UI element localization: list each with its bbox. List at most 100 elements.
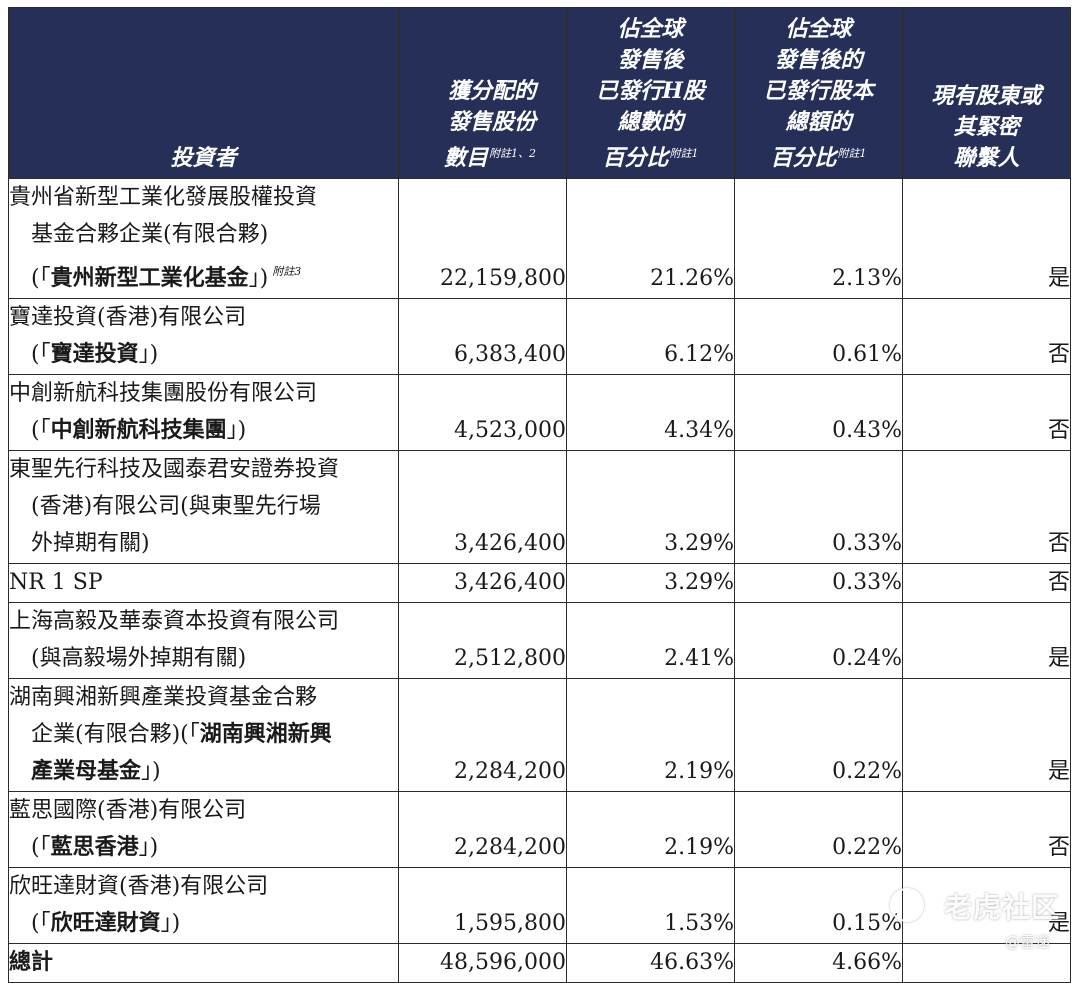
table-row: 寶達投資(香港)有限公司 (「寶達投資」) 6,383,400 6.12% 0.61% 否 <box>8 298 1071 375</box>
investor-name-line: 基金合夥企業(有限合夥) <box>9 216 398 253</box>
allocated-shares-cell: 2,512,800 <box>398 602 567 679</box>
investor-short-name: 欣旺達財資 <box>50 911 161 936</box>
pct-total-shares-cell: 0.33% <box>734 450 903 564</box>
table-row: 藍思國際(香港)有限公司 (「藍思香港」) 2,284,200 2.19% 0.22% 否 <box>8 791 1071 868</box>
header-line-wrap: 百分比附註1 <box>567 138 734 174</box>
header-row: 投資者 獲分配的 發售股份 數目附註1、2 佔全球 發售後 已發行H股 總數的 百分比附註1… <box>8 7 1071 179</box>
total-label: 總計 <box>8 943 399 983</box>
watermark-text: 老虎社区 <box>943 891 1060 924</box>
header-line-wrap: 百分比附註1 <box>735 138 902 174</box>
investor-cell: 東聖先行科技及國泰君安證券投資 (香港)有限公司(與東聖先行場 外掉期有關) <box>8 450 399 564</box>
investor-name-text: 寶達投資(香港)有限公司 <box>9 305 247 330</box>
investor-name-line: 上海高毅及華泰資本投資有限公司 <box>9 603 398 640</box>
investor-name-text: (與高毅場外掉期有關) <box>31 646 247 671</box>
table-row: 中創新航科技集團股份有限公司 (「中創新航科技集團」) 4,523,000 4.34%… <box>8 374 1071 451</box>
investor-cell: 藍思國際(香港)有限公司 (「藍思香港」) <box>8 791 399 868</box>
investor-name-line: (「中創新航科技集團」) <box>9 412 398 449</box>
investor-name-line: 寶達投資(香港)有限公司 <box>9 299 398 336</box>
investor-name-text: 中創新航科技集團股份有限公司 <box>9 381 318 406</box>
total-pct-total: 4.66% <box>734 943 903 983</box>
header-line: 發售後的 <box>774 47 863 73</box>
header-line: 發售後 <box>617 47 684 73</box>
investor-name-text: 藍思國際(香港)有限公司 <box>9 798 247 823</box>
existing-shareholder-cell: 否 <box>902 450 1071 564</box>
pct-h-shares-cell: 4.34% <box>566 374 735 451</box>
investor-name-line: (與高毅場外掉期有關) <box>9 640 398 677</box>
investor-short-name: 湖南興湘新興 <box>199 722 332 747</box>
investor-name-line: (香港)有限公司(與東聖先行場 <box>9 488 398 525</box>
pct-total-shares-cell: 0.24% <box>734 602 903 679</box>
investor-name-line: (「貴州新型工業化基金」) 附註3 <box>9 253 398 297</box>
investor-short-name: 寶達投資 <box>50 342 139 367</box>
investor-cell: 寶達投資(香港)有限公司 (「寶達投資」) <box>8 298 399 375</box>
header-line: 已發行H股 <box>596 78 705 104</box>
table-row: 欣旺達財資(香港)有限公司 (「欣旺達財資」) 1,595,800 1.53% 0.15… <box>8 867 1071 944</box>
investor-name-line: 欣旺達財資(香港)有限公司 <box>9 868 398 905</box>
header-line: 數目 <box>443 145 488 171</box>
investor-name-text: 基金合夥企業(有限合夥) <box>31 222 269 247</box>
header-line: 佔全球 <box>785 16 852 42</box>
header-line: 獲分配的 <box>447 78 536 104</box>
pct-total-shares-cell: 2.13% <box>734 178 903 299</box>
investor-cell: 中創新航科技集團股份有限公司 (「中創新航科技集團」) <box>8 374 399 451</box>
pct-h-shares-cell: 3.29% <box>566 450 735 564</box>
footnote-ref: 附註1、2 <box>489 147 536 160</box>
pct-h-shares-cell: 2.19% <box>566 678 735 792</box>
watermark: 老虎社区 @雷递 <box>890 878 1060 958</box>
investor-name-text: 」) <box>248 266 269 291</box>
investor-name-text: 」) <box>141 759 161 784</box>
investor-cell: 湖南興湘新興產業投資基金合夥 企業(有限合夥)(「湖南興湘新興 產業母基金」) <box>8 678 399 792</box>
existing-shareholder-cell: 否 <box>902 298 1071 375</box>
investor-name-text: (「 <box>31 418 51 443</box>
existing-shareholder-cell: 否 <box>902 791 1071 868</box>
header-allocated-shares: 獲分配的發售股份數目附註1、2 <box>398 7 567 179</box>
investor-name-text: 東聖先行科技及國泰君安證券投資 <box>9 457 340 482</box>
pct-total-shares-cell: 0.33% <box>734 563 903 603</box>
investor-name-text: 欣旺達財資(香港)有限公司 <box>9 874 269 899</box>
allocated-shares-cell: 1,595,800 <box>398 867 567 944</box>
investor-short-name: 藍思香港 <box>50 835 139 860</box>
investor-name-text: (「 <box>31 835 51 860</box>
allocated-shares-cell: 4,523,000 <box>398 374 567 451</box>
investor-cell: 欣旺達財資(香港)有限公司 (「欣旺達財資」) <box>8 867 399 944</box>
header-line: 總額的 <box>785 109 852 135</box>
pct-h-shares-cell: 21.26% <box>566 178 735 299</box>
header-line: 發售股份 <box>447 109 536 135</box>
header-line: 其緊密 <box>953 114 1020 140</box>
allocated-shares-cell: 3,426,400 <box>398 450 567 564</box>
total-pct-h: 46.63% <box>566 943 735 983</box>
allocated-shares-cell: 2,284,200 <box>398 678 567 792</box>
footnote-ref: 附註1 <box>669 147 699 160</box>
investor-name-text: (「 <box>31 266 51 291</box>
investor-name-text: (「 <box>31 911 51 936</box>
investor-name-line: 東聖先行科技及國泰君安證券投資 <box>9 451 398 488</box>
investor-name-line: 中創新航科技集團股份有限公司 <box>9 375 398 412</box>
investor-name-text: (香港)有限公司(與東聖先行場 <box>31 494 321 519</box>
investor-name-text: (「 <box>31 342 51 367</box>
tiger-logo-icon <box>890 888 924 922</box>
investor-name-text: 」) <box>160 911 181 936</box>
investor-short-name: 中創新航科技集團 <box>50 418 227 443</box>
pct-h-shares-cell: 2.19% <box>566 791 735 868</box>
header-line: 現有股東或 <box>931 83 1042 109</box>
investor-short-name: 產業母基金 <box>31 759 142 784</box>
table-row: 東聖先行科技及國泰君安證券投資 (香港)有限公司(與東聖先行場 外掉期有關) 3,42… <box>8 450 1071 564</box>
investor-name-text: 企業(有限合夥)(「 <box>31 722 200 747</box>
allocated-shares-cell: 22,159,800 <box>398 178 567 299</box>
investor-name-line: NR 1 SP <box>9 564 398 601</box>
investor-name-line: (「寶達投資」) <box>9 336 398 373</box>
allocated-shares-cell: 6,383,400 <box>398 298 567 375</box>
header-pct-h-shares: 佔全球 發售後 已發行H股 總數的 百分比附註1 <box>566 7 735 179</box>
pct-total-shares-cell: 0.22% <box>734 678 903 792</box>
pct-h-shares-cell: 3.29% <box>566 563 735 603</box>
allocated-shares-cell: 2,284,200 <box>398 791 567 868</box>
investor-cell: NR 1 SP <box>8 563 399 603</box>
header-line: 聯繫人 <box>953 145 1020 171</box>
table-row: 上海高毅及華泰資本投資有限公司 (與高毅場外掉期有關) 2,512,800 2.41%… <box>8 602 1071 679</box>
header-line: 已發行股本 <box>763 78 874 104</box>
investor-name-line: 企業(有限合夥)(「湖南興湘新興 <box>9 716 398 753</box>
table-row: 湖南興湘新興產業投資基金合夥 企業(有限合夥)(「湖南興湘新興 產業母基金」) 2,2… <box>8 678 1071 792</box>
pct-total-shares-cell: 0.43% <box>734 374 903 451</box>
header-existing-shareholder: 現有股東或其緊密聯繫人 <box>902 7 1071 179</box>
investor-short-name: 貴州新型工業化基金 <box>50 266 249 291</box>
